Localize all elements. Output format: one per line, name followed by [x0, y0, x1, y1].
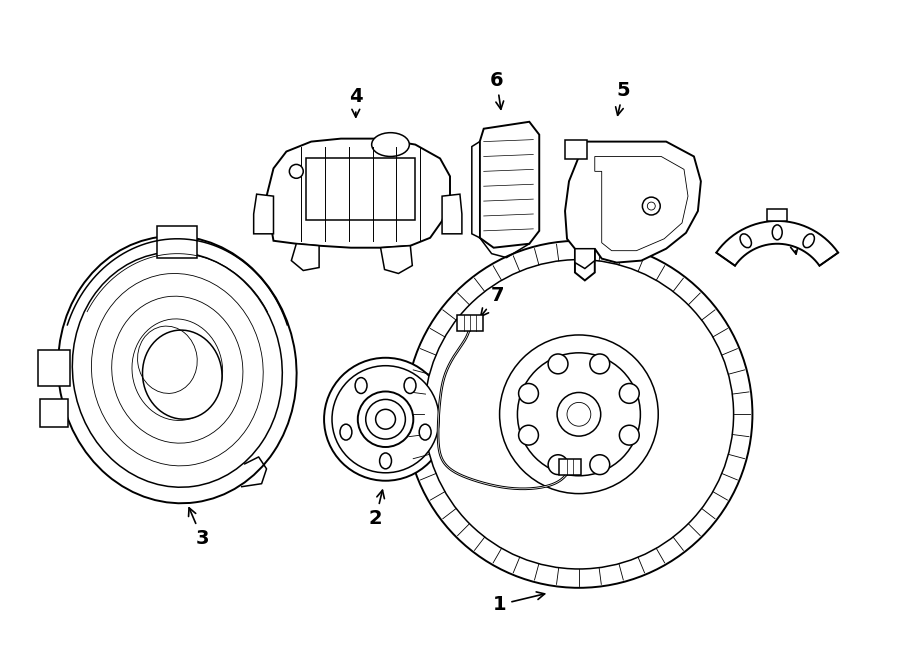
- Circle shape: [358, 391, 413, 447]
- Polygon shape: [254, 194, 274, 234]
- Circle shape: [375, 409, 395, 429]
- Ellipse shape: [740, 234, 752, 248]
- Polygon shape: [442, 194, 462, 234]
- Ellipse shape: [142, 330, 222, 419]
- Text: 6: 6: [490, 71, 504, 109]
- Circle shape: [518, 353, 641, 476]
- FancyBboxPatch shape: [768, 209, 788, 221]
- Polygon shape: [381, 246, 412, 274]
- Circle shape: [324, 358, 447, 481]
- Ellipse shape: [419, 424, 431, 440]
- Circle shape: [643, 197, 661, 215]
- Polygon shape: [716, 221, 838, 266]
- FancyBboxPatch shape: [39, 350, 70, 385]
- Circle shape: [619, 425, 639, 445]
- Circle shape: [290, 165, 303, 178]
- Polygon shape: [575, 249, 595, 268]
- FancyBboxPatch shape: [565, 139, 587, 159]
- Polygon shape: [266, 139, 450, 248]
- Text: 7: 7: [481, 286, 504, 317]
- Circle shape: [557, 393, 600, 436]
- Ellipse shape: [380, 453, 392, 469]
- Circle shape: [405, 241, 752, 588]
- Circle shape: [567, 403, 590, 426]
- Circle shape: [424, 260, 734, 569]
- Circle shape: [518, 425, 538, 445]
- Ellipse shape: [58, 236, 297, 503]
- Ellipse shape: [404, 377, 416, 393]
- Ellipse shape: [772, 225, 782, 240]
- FancyBboxPatch shape: [457, 315, 482, 331]
- Text: 2: 2: [369, 490, 384, 528]
- Ellipse shape: [803, 234, 815, 248]
- Circle shape: [590, 354, 609, 374]
- Polygon shape: [565, 141, 701, 280]
- Text: 1: 1: [493, 592, 544, 614]
- Polygon shape: [472, 141, 480, 238]
- Circle shape: [548, 354, 568, 374]
- Circle shape: [332, 366, 439, 473]
- Circle shape: [518, 383, 538, 403]
- FancyBboxPatch shape: [559, 459, 580, 475]
- Circle shape: [548, 455, 568, 475]
- Polygon shape: [480, 122, 539, 248]
- Polygon shape: [292, 244, 320, 270]
- Ellipse shape: [340, 424, 352, 440]
- Circle shape: [619, 383, 639, 403]
- Circle shape: [365, 399, 405, 439]
- Text: 5: 5: [616, 81, 630, 115]
- Ellipse shape: [372, 133, 410, 157]
- Circle shape: [590, 455, 609, 475]
- Ellipse shape: [356, 377, 367, 393]
- Text: 6: 6: [786, 226, 799, 254]
- FancyBboxPatch shape: [158, 226, 197, 258]
- Text: 3: 3: [188, 508, 209, 548]
- Circle shape: [500, 335, 658, 494]
- Text: 4: 4: [349, 87, 363, 117]
- FancyBboxPatch shape: [40, 399, 68, 427]
